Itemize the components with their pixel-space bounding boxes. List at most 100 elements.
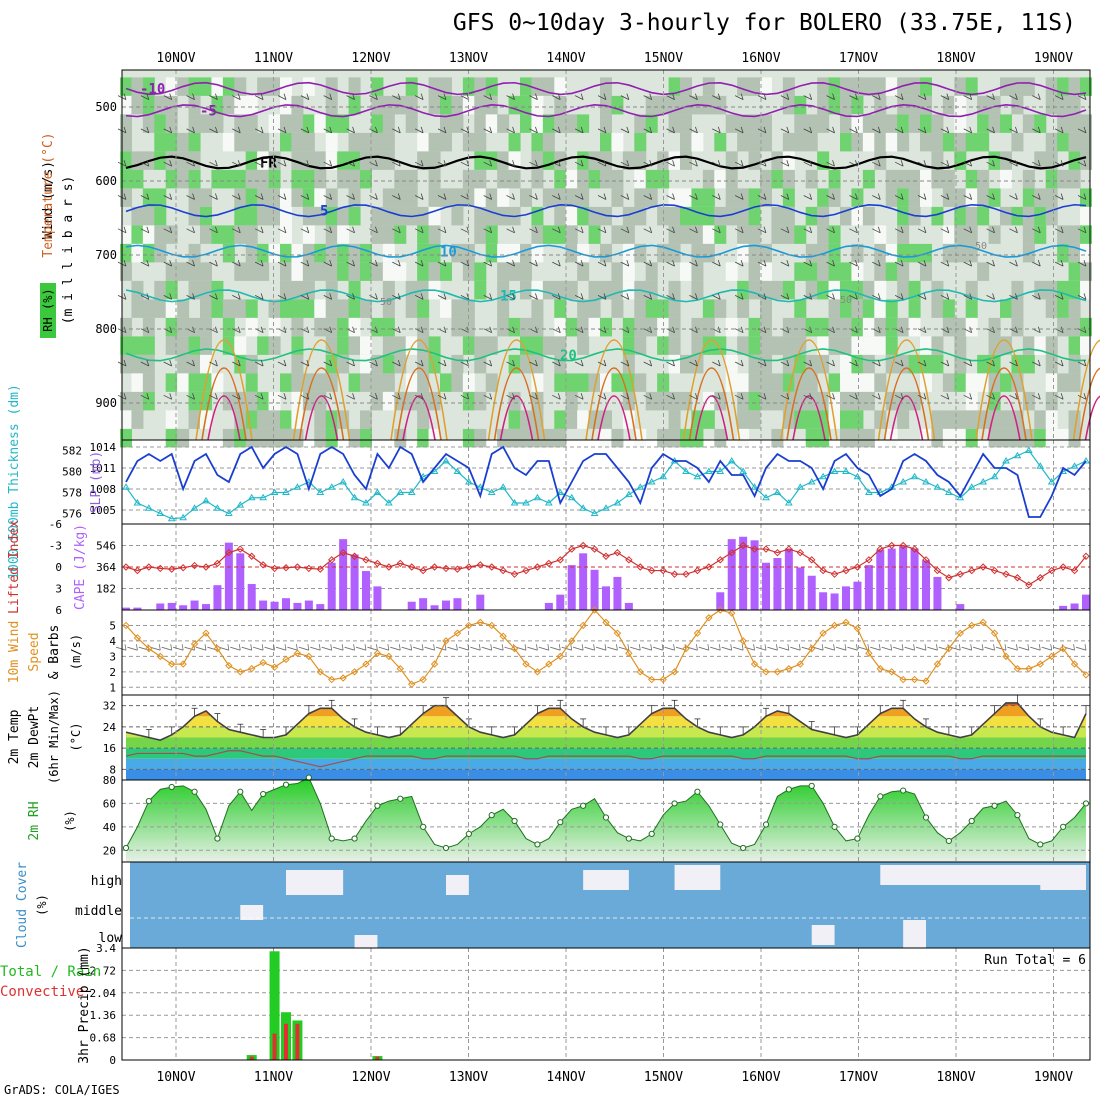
wind-barb <box>552 193 561 200</box>
rh-cell <box>714 132 727 152</box>
rh-cell <box>360 354 372 374</box>
wind-barb <box>460 126 470 134</box>
surface-isotherm <box>390 339 448 441</box>
wind-barb <box>414 259 424 267</box>
rh-cell <box>931 299 944 318</box>
wind-barb <box>894 259 904 267</box>
rh-cell <box>988 151 1001 170</box>
wind-barb <box>300 259 310 267</box>
rh-cell <box>165 410 178 429</box>
thickness-marker <box>1082 457 1090 464</box>
thickness-marker <box>1070 462 1079 469</box>
wind-speed-marker <box>293 649 302 657</box>
wind-barb <box>986 393 995 400</box>
wind-barb <box>1009 359 1018 367</box>
pressure-tick: 700 <box>95 248 117 262</box>
wind-barb <box>620 359 630 367</box>
li-tick: -6 <box>49 518 62 531</box>
surface-barb <box>321 644 333 651</box>
wind-barb <box>323 259 333 267</box>
rh-cell <box>257 410 270 429</box>
wind-barb <box>323 226 333 234</box>
wind-barb <box>597 160 607 167</box>
wind-speed-marker <box>133 634 142 642</box>
rh-marker <box>420 823 427 830</box>
rh-cell <box>188 243 201 263</box>
wind-barb <box>323 293 333 300</box>
wind-barb <box>780 193 790 200</box>
li-marker <box>899 541 907 550</box>
cape-bar <box>133 607 142 610</box>
wind-barb <box>277 126 287 134</box>
rh-cell <box>360 262 372 281</box>
rh-cell <box>234 225 247 244</box>
wind-barb <box>780 293 790 300</box>
li-marker <box>693 566 702 575</box>
wind-barb <box>826 93 835 100</box>
li-marker <box>339 548 347 557</box>
rh-cell <box>440 299 452 318</box>
thickness-marker <box>144 504 153 511</box>
thickness-marker <box>750 483 759 490</box>
wind-barb <box>666 359 675 367</box>
surface-barb <box>595 644 607 651</box>
rh-cell <box>508 354 521 374</box>
wind-barb <box>552 160 561 167</box>
rh-cell <box>954 336 967 355</box>
rh-cell <box>1022 188 1035 207</box>
wind-barb <box>574 193 584 200</box>
rh-cell <box>1034 410 1047 429</box>
rh-cell <box>748 410 761 429</box>
rh-cell <box>120 77 132 96</box>
rh-cell <box>657 428 670 448</box>
rh-cell <box>748 243 761 263</box>
rh-cell <box>177 299 190 318</box>
thickness-line <box>125 449 1087 520</box>
li-marker <box>350 552 359 560</box>
wind-barb <box>597 126 607 134</box>
rh-cell <box>622 151 635 170</box>
thickness-marker <box>727 457 736 464</box>
wind-barb <box>757 93 767 100</box>
rh-cell <box>268 299 281 318</box>
wind-barb <box>163 359 173 367</box>
rh-cell <box>657 317 670 337</box>
cape-bar <box>190 600 199 610</box>
wind-barb <box>872 259 881 267</box>
surface-isotherm <box>877 339 936 441</box>
rh-cell <box>520 243 532 263</box>
rh-cell <box>1022 391 1035 411</box>
rh-cell <box>154 188 167 207</box>
rh-cell <box>302 299 315 318</box>
rh-cell <box>188 280 201 300</box>
surface-isotherm <box>298 367 345 441</box>
wind-barb <box>940 259 950 267</box>
rh-cell <box>291 354 304 374</box>
wind-barb <box>1054 160 1064 167</box>
rh-cell <box>462 428 475 448</box>
label-rh-unit: (%) <box>63 810 77 832</box>
cape-bar <box>602 586 610 610</box>
rh-cell <box>257 262 270 281</box>
rh-cell <box>577 262 590 281</box>
surface-barb <box>218 644 230 651</box>
rh-cell <box>154 243 167 263</box>
rh-cell <box>268 188 281 207</box>
li-marker <box>316 565 324 573</box>
rh-cell <box>1057 114 1070 133</box>
cape-bar <box>579 553 588 610</box>
rh-cell <box>805 428 818 448</box>
thickness-marker <box>213 504 222 511</box>
cape-bar <box>122 607 130 610</box>
rh-cell <box>417 317 430 337</box>
rh-cell <box>337 151 350 170</box>
wind-speed-marker <box>785 665 793 673</box>
rh-cell <box>211 169 224 189</box>
cloud-clear-cell <box>240 905 264 920</box>
li-tick: -3 <box>49 540 62 553</box>
rh-marker <box>580 802 587 809</box>
rh-cell <box>851 428 864 448</box>
rh-cell <box>691 225 704 244</box>
wind-speed-marker <box>213 644 222 653</box>
rh-cell <box>222 299 235 318</box>
